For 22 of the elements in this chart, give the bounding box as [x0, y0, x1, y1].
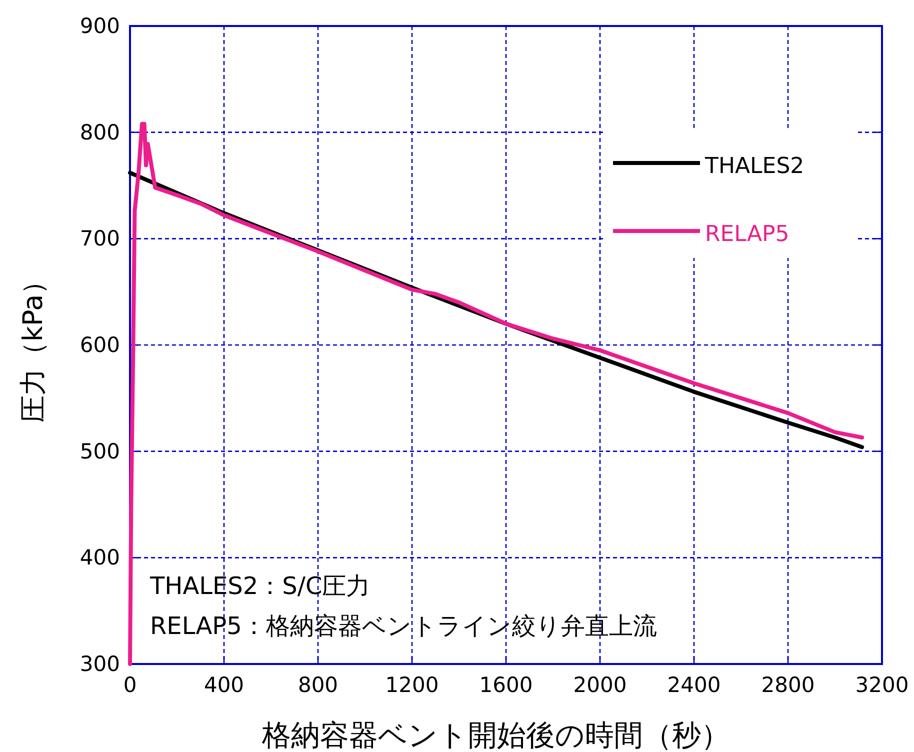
x-tick-label: 400 — [204, 673, 244, 697]
x-tick-label: 2000 — [573, 673, 627, 697]
y-tick-label: 600 — [80, 333, 120, 357]
x-tick-label: 2400 — [667, 673, 721, 697]
legend-label: RELAP5 — [705, 222, 790, 247]
y-tick-label: 400 — [80, 546, 120, 570]
y-tick-label: 800 — [80, 120, 120, 144]
x-tick-label: 0 — [123, 673, 137, 697]
y-tick-label: 900 — [80, 14, 120, 38]
y-tick-label: 300 — [80, 652, 120, 676]
y-tick-label: 700 — [80, 226, 120, 251]
x-tick-label: 2800 — [761, 673, 815, 697]
x-tick-label: 1600 — [479, 673, 533, 697]
x-tick-label: 3200 — [855, 673, 909, 697]
y-tick-label: 500 — [80, 439, 120, 464]
y-axis-title: 圧力（kPa） — [18, 267, 49, 423]
annotation: RELAP5：格納容器ベントライン絞り弁直上流 — [150, 612, 657, 640]
x-tick-label: 1200 — [385, 673, 439, 697]
legend-label: THALES2 — [704, 154, 804, 179]
x-axis-title: 格納容器ベント開始後の時間（秒） — [261, 718, 730, 752]
x-tick-label: 800 — [298, 673, 338, 697]
annotation: THALES2：S/C圧力 — [149, 572, 370, 600]
